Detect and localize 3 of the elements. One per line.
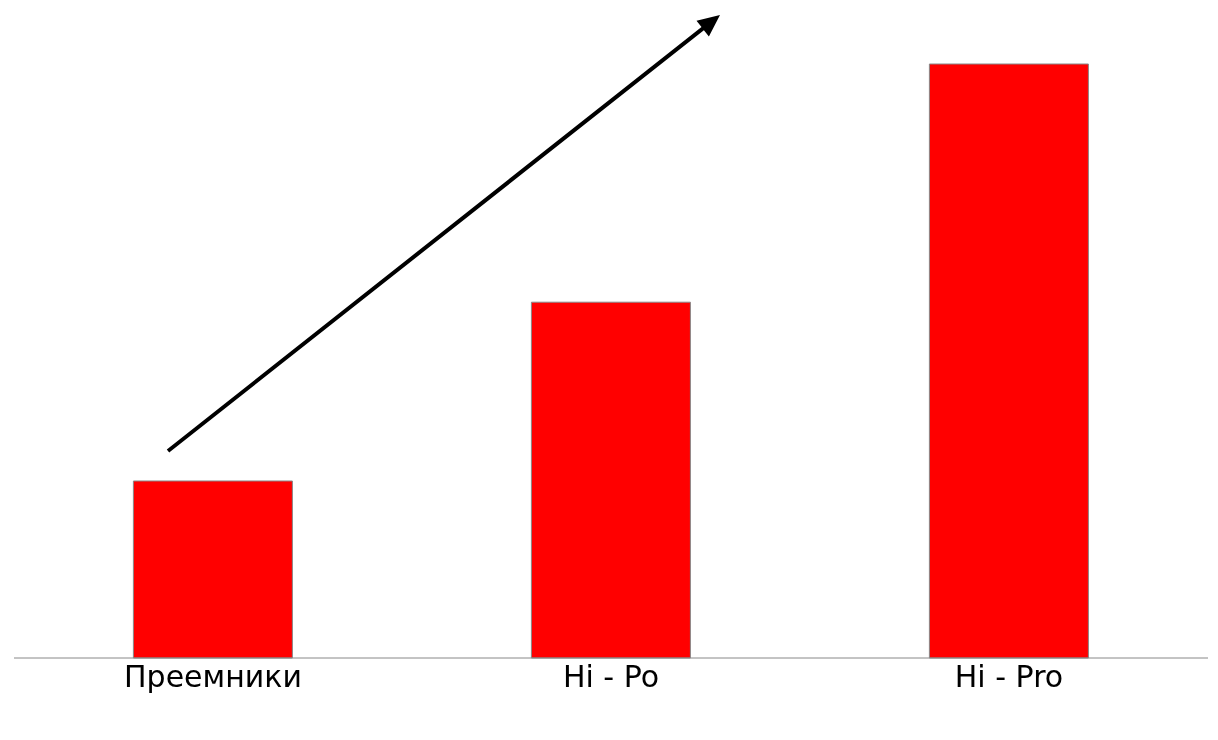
x-tick-label: Hi - Pro xyxy=(954,659,1064,695)
x-tick-label: Преемники xyxy=(124,659,302,695)
x-tick-label: Hi - Po xyxy=(562,659,660,695)
